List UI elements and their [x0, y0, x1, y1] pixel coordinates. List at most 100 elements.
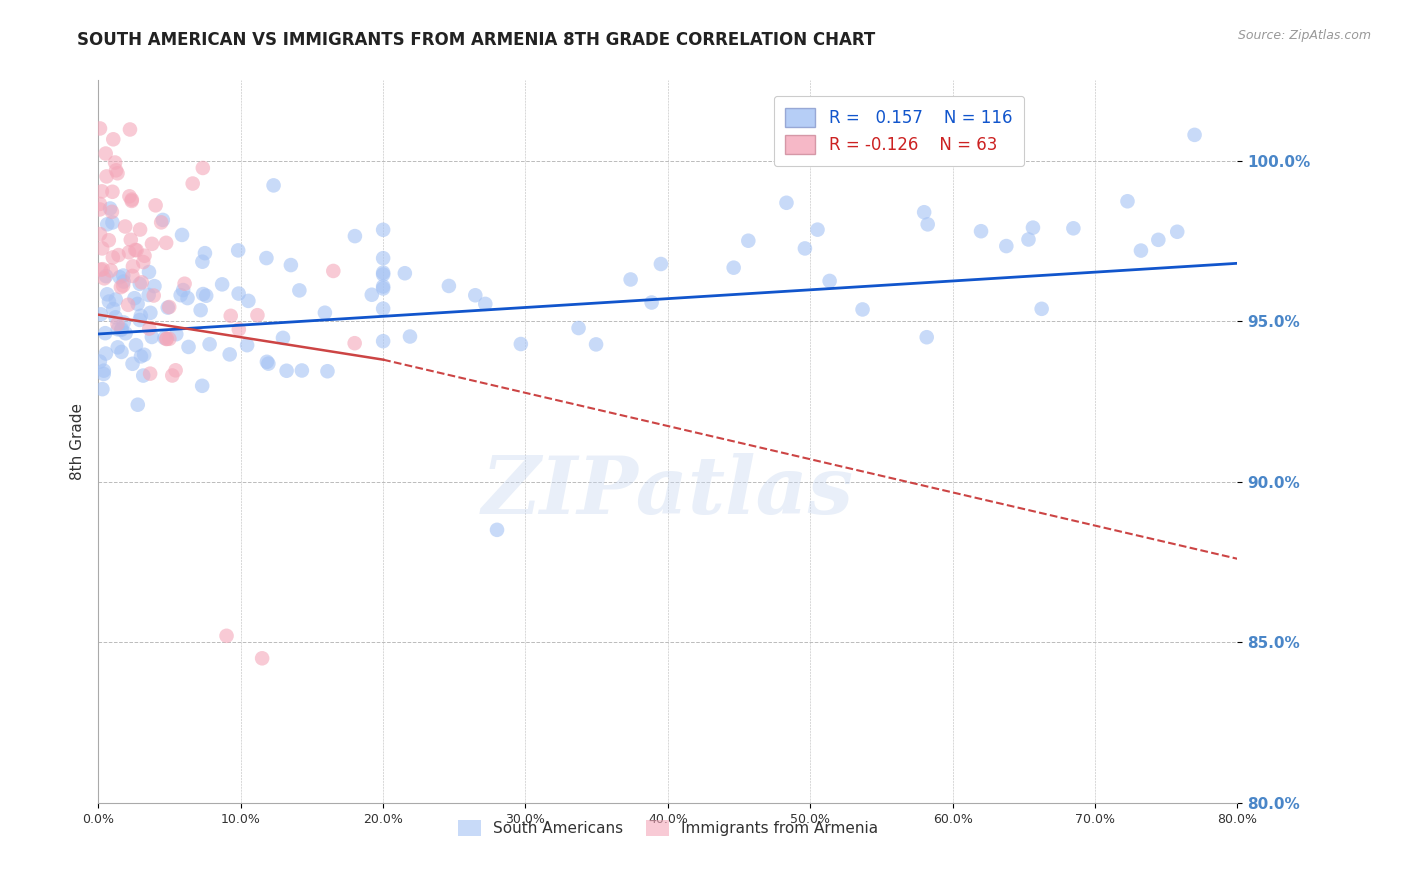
- Point: [110, 280, 132, 294]
- Point: [89, 121, 111, 136]
- Point: [118, 245, 141, 260]
- Point: [793, 242, 815, 256]
- Point: [107, 322, 129, 336]
- Point: [981, 122, 1004, 136]
- Point: [134, 348, 156, 362]
- Point: [141, 330, 163, 344]
- Point: [191, 287, 214, 301]
- Point: [371, 281, 394, 295]
- Point: [156, 332, 179, 346]
- Point: [650, 257, 672, 271]
- Point: [110, 323, 132, 337]
- Point: [280, 258, 302, 272]
- Point: [228, 286, 250, 301]
- Point: [139, 306, 162, 320]
- Point: [122, 260, 145, 274]
- Point: [291, 363, 314, 377]
- Point: [121, 193, 143, 207]
- Point: [121, 194, 143, 208]
- Point: [94, 326, 117, 341]
- Point: [138, 265, 160, 279]
- Point: [132, 255, 155, 269]
- Point: [228, 322, 250, 336]
- Point: [96, 169, 118, 184]
- Point: [91, 382, 114, 396]
- Point: [198, 337, 221, 351]
- Point: [157, 332, 180, 346]
- Point: [173, 277, 195, 291]
- Point: [124, 243, 146, 257]
- Point: [108, 270, 131, 285]
- Point: [250, 651, 273, 665]
- Point: [141, 236, 163, 251]
- Point: [134, 249, 156, 263]
- Point: [104, 310, 127, 325]
- Point: [93, 364, 115, 378]
- Text: Source: ZipAtlas.com: Source: ZipAtlas.com: [1237, 29, 1371, 42]
- Point: [145, 198, 167, 212]
- Point: [371, 266, 394, 280]
- Point: [155, 235, 177, 250]
- Point: [371, 223, 394, 237]
- Point: [142, 288, 165, 302]
- Point: [191, 379, 214, 393]
- Point: [97, 233, 120, 247]
- Point: [101, 251, 124, 265]
- Point: [191, 254, 214, 268]
- Point: [96, 217, 118, 231]
- Point: [165, 363, 187, 377]
- Point: [107, 166, 129, 180]
- Point: [139, 367, 162, 381]
- Point: [343, 336, 366, 351]
- Point: [218, 347, 240, 361]
- Point: [314, 306, 336, 320]
- Point: [1166, 225, 1188, 239]
- Point: [100, 263, 122, 277]
- Point: [138, 288, 160, 302]
- Point: [371, 279, 394, 293]
- Point: [238, 293, 260, 308]
- Point: [103, 301, 125, 316]
- Point: [1116, 194, 1139, 209]
- Point: [917, 218, 939, 232]
- Point: [194, 246, 217, 260]
- Point: [90, 262, 112, 277]
- Point: [195, 289, 218, 303]
- Point: [94, 346, 117, 360]
- Point: [806, 222, 828, 236]
- Point: [107, 340, 129, 354]
- Point: [89, 202, 111, 217]
- Point: [114, 326, 136, 341]
- Point: [172, 283, 194, 297]
- Y-axis label: 8th Grade: 8th Grade: [69, 403, 84, 480]
- Point: [127, 398, 149, 412]
- Point: [177, 340, 200, 354]
- Point: [121, 357, 143, 371]
- Point: [1184, 128, 1206, 142]
- Point: [176, 291, 198, 305]
- Point: [737, 234, 759, 248]
- Point: [101, 215, 124, 229]
- Point: [118, 189, 141, 203]
- Point: [112, 275, 135, 289]
- Point: [236, 338, 259, 352]
- Point: [464, 288, 486, 302]
- Point: [157, 300, 180, 314]
- Point: [121, 268, 143, 283]
- Point: [91, 262, 114, 277]
- Point: [215, 629, 238, 643]
- Point: [94, 269, 117, 284]
- Point: [1022, 220, 1045, 235]
- Point: [775, 195, 797, 210]
- Point: [124, 291, 146, 305]
- Point: [371, 251, 394, 265]
- Text: SOUTH AMERICAN VS IMMIGRANTS FROM ARMENIA 8TH GRADE CORRELATION CHART: SOUTH AMERICAN VS IMMIGRANTS FROM ARMENI…: [77, 31, 876, 49]
- Point: [257, 357, 280, 371]
- Point: [509, 337, 531, 351]
- Point: [112, 278, 135, 293]
- Legend: South Americans, Immigrants from Armenia: South Americans, Immigrants from Armenia: [451, 814, 884, 842]
- Point: [156, 301, 179, 315]
- Point: [915, 330, 938, 344]
- Point: [371, 268, 394, 282]
- Point: [110, 345, 132, 359]
